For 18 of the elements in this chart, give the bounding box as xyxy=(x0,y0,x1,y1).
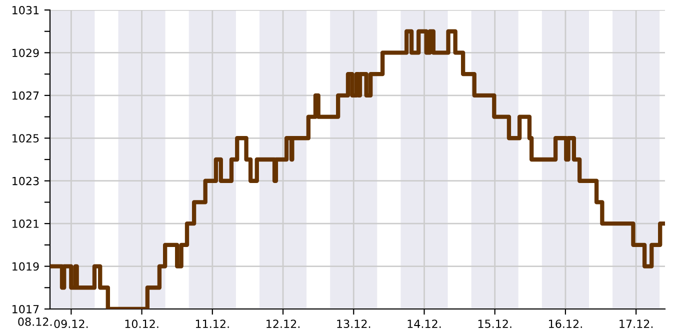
x-tick-label: 11.12. xyxy=(196,320,229,328)
x-tick-label: 13.12. xyxy=(337,320,370,328)
x-tick-label: 17.12. xyxy=(620,320,653,328)
x-tick-label: 15.12. xyxy=(478,320,512,328)
x-tick-label: 10.12. xyxy=(125,320,158,328)
y-tick-label: 1019 xyxy=(12,262,39,271)
y-tick-label: 1023 xyxy=(12,176,39,186)
y-tick-label: 1029 xyxy=(12,48,39,58)
y-tick-label: 1021 xyxy=(12,220,39,228)
x-tick-label: 16.12. xyxy=(549,320,582,328)
x-tick-label: 14.12. xyxy=(408,320,441,328)
y-tick-label: 1031 xyxy=(12,6,39,14)
y-tick-label: 1017 xyxy=(12,304,39,314)
y-tick-label: 1027 xyxy=(12,91,39,100)
x-tick-label: 12.12. xyxy=(266,320,300,328)
text: 08.12. xyxy=(18,318,52,326)
y-tick-label: 1025 xyxy=(12,134,39,143)
x-tick-label: 09.12. xyxy=(54,320,88,328)
